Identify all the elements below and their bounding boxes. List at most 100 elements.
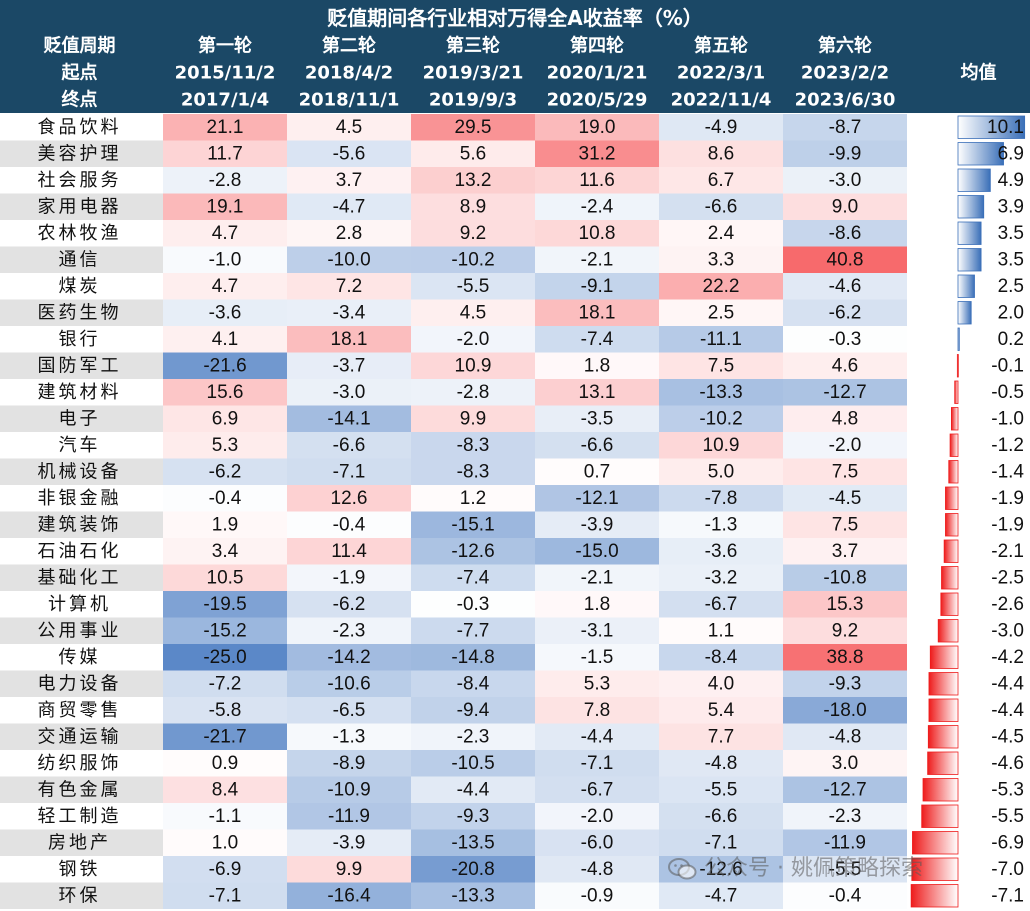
value-cell xyxy=(783,299,907,326)
value-cell xyxy=(659,405,783,432)
value-label: -1.0 xyxy=(209,249,242,270)
value-label: -1.1 xyxy=(209,806,242,827)
industry-label: 美容护理 xyxy=(38,143,122,164)
value-cell xyxy=(535,670,659,697)
value-label: -14.8 xyxy=(451,647,494,668)
mean-bar xyxy=(940,592,959,616)
value-cell xyxy=(783,273,907,300)
value-cell xyxy=(411,405,535,432)
value-label: -3.6 xyxy=(209,302,242,323)
value-cell xyxy=(783,670,907,697)
value-label: -12.6 xyxy=(451,541,494,562)
value-cell xyxy=(659,326,783,353)
value-cell xyxy=(411,644,535,671)
industry-cell xyxy=(0,273,163,300)
industry-label: 纺织服饰 xyxy=(38,753,122,774)
value-cell xyxy=(659,644,783,671)
value-cell xyxy=(163,485,287,512)
value-cell xyxy=(535,220,659,247)
value-cell xyxy=(535,803,659,830)
value-label: -7.2 xyxy=(209,673,242,694)
value-cell xyxy=(659,591,783,618)
value-cell xyxy=(287,379,411,406)
industry-label: 医药生物 xyxy=(38,302,122,323)
value-label: 2.8 xyxy=(336,223,362,244)
mean-label: 4.9 xyxy=(998,170,1024,191)
value-cell xyxy=(783,458,907,485)
value-cell xyxy=(287,299,411,326)
value-label: 10.9 xyxy=(455,355,492,376)
mean-bar xyxy=(957,274,975,298)
value-label: 1.8 xyxy=(584,594,610,615)
industry-cell xyxy=(0,432,163,459)
industry-label: 家用电器 xyxy=(38,196,122,217)
value-cell xyxy=(287,167,411,194)
value-label: 11.7 xyxy=(207,143,243,164)
value-cell xyxy=(411,220,535,247)
value-label: -2.0 xyxy=(457,329,490,350)
mean-label: -3.0 xyxy=(991,620,1024,641)
mean-label: -2.1 xyxy=(991,541,1024,562)
value-label: -21.7 xyxy=(203,726,246,747)
period-start: 2020/1/21 xyxy=(547,63,648,84)
industry-label: 煤炭 xyxy=(59,276,101,297)
industry-label: 计算机 xyxy=(48,594,111,615)
value-cell xyxy=(163,352,287,379)
value-label: -10.2 xyxy=(699,408,742,429)
value-label: -4.6 xyxy=(829,276,862,297)
industry-cell xyxy=(0,193,163,220)
value-label: -15.2 xyxy=(203,620,246,641)
value-label: 2.4 xyxy=(708,223,735,244)
value-label: -3.5 xyxy=(581,408,614,429)
value-label: -11.9 xyxy=(824,832,866,853)
value-cell xyxy=(783,564,907,591)
industry-cell xyxy=(0,326,163,353)
industry-cell xyxy=(0,829,163,856)
value-cell xyxy=(411,723,535,750)
value-cell xyxy=(783,617,907,644)
value-label: -9.3 xyxy=(457,806,490,827)
value-cell xyxy=(535,617,659,644)
value-cell xyxy=(287,776,411,803)
value-label: -6.6 xyxy=(333,435,366,456)
period-name: 第六轮 xyxy=(818,35,872,57)
value-cell xyxy=(411,538,535,565)
value-cell xyxy=(535,882,659,909)
value-cell xyxy=(783,750,907,777)
value-label: -8.4 xyxy=(457,673,490,694)
value-label: -10.9 xyxy=(327,779,370,800)
value-label: -7.1 xyxy=(333,461,366,482)
mean-bar xyxy=(927,725,959,749)
value-label: -13.3 xyxy=(451,885,494,906)
value-cell xyxy=(411,617,535,644)
value-cell xyxy=(535,379,659,406)
value-cell xyxy=(163,882,287,909)
value-cell xyxy=(411,140,535,167)
value-label: 31.2 xyxy=(579,143,616,164)
value-label: 3.7 xyxy=(336,170,362,191)
value-label: 5.3 xyxy=(584,673,610,694)
value-cell xyxy=(287,485,411,512)
value-label: -8.6 xyxy=(829,223,862,244)
value-label: 10.8 xyxy=(579,223,616,244)
value-label: -8.3 xyxy=(457,461,490,482)
value-label: -7.8 xyxy=(705,488,738,509)
value-label: 4.1 xyxy=(212,329,238,350)
value-cell xyxy=(783,485,907,512)
industry-cell xyxy=(0,538,163,565)
value-cell xyxy=(659,670,783,697)
value-cell xyxy=(783,803,907,830)
value-label: 2.5 xyxy=(708,302,734,323)
mean-label: -0.5 xyxy=(991,382,1024,403)
value-label: -0.3 xyxy=(829,329,862,350)
mean-bar xyxy=(949,433,959,457)
value-cell xyxy=(411,803,535,830)
value-cell xyxy=(287,803,411,830)
value-label: 5.3 xyxy=(212,435,238,456)
value-cell xyxy=(287,538,411,565)
value-label: 1.1 xyxy=(708,620,734,641)
value-label: 19.0 xyxy=(579,117,616,138)
industry-label: 环保 xyxy=(59,885,101,906)
value-label: -4.5 xyxy=(829,488,862,509)
